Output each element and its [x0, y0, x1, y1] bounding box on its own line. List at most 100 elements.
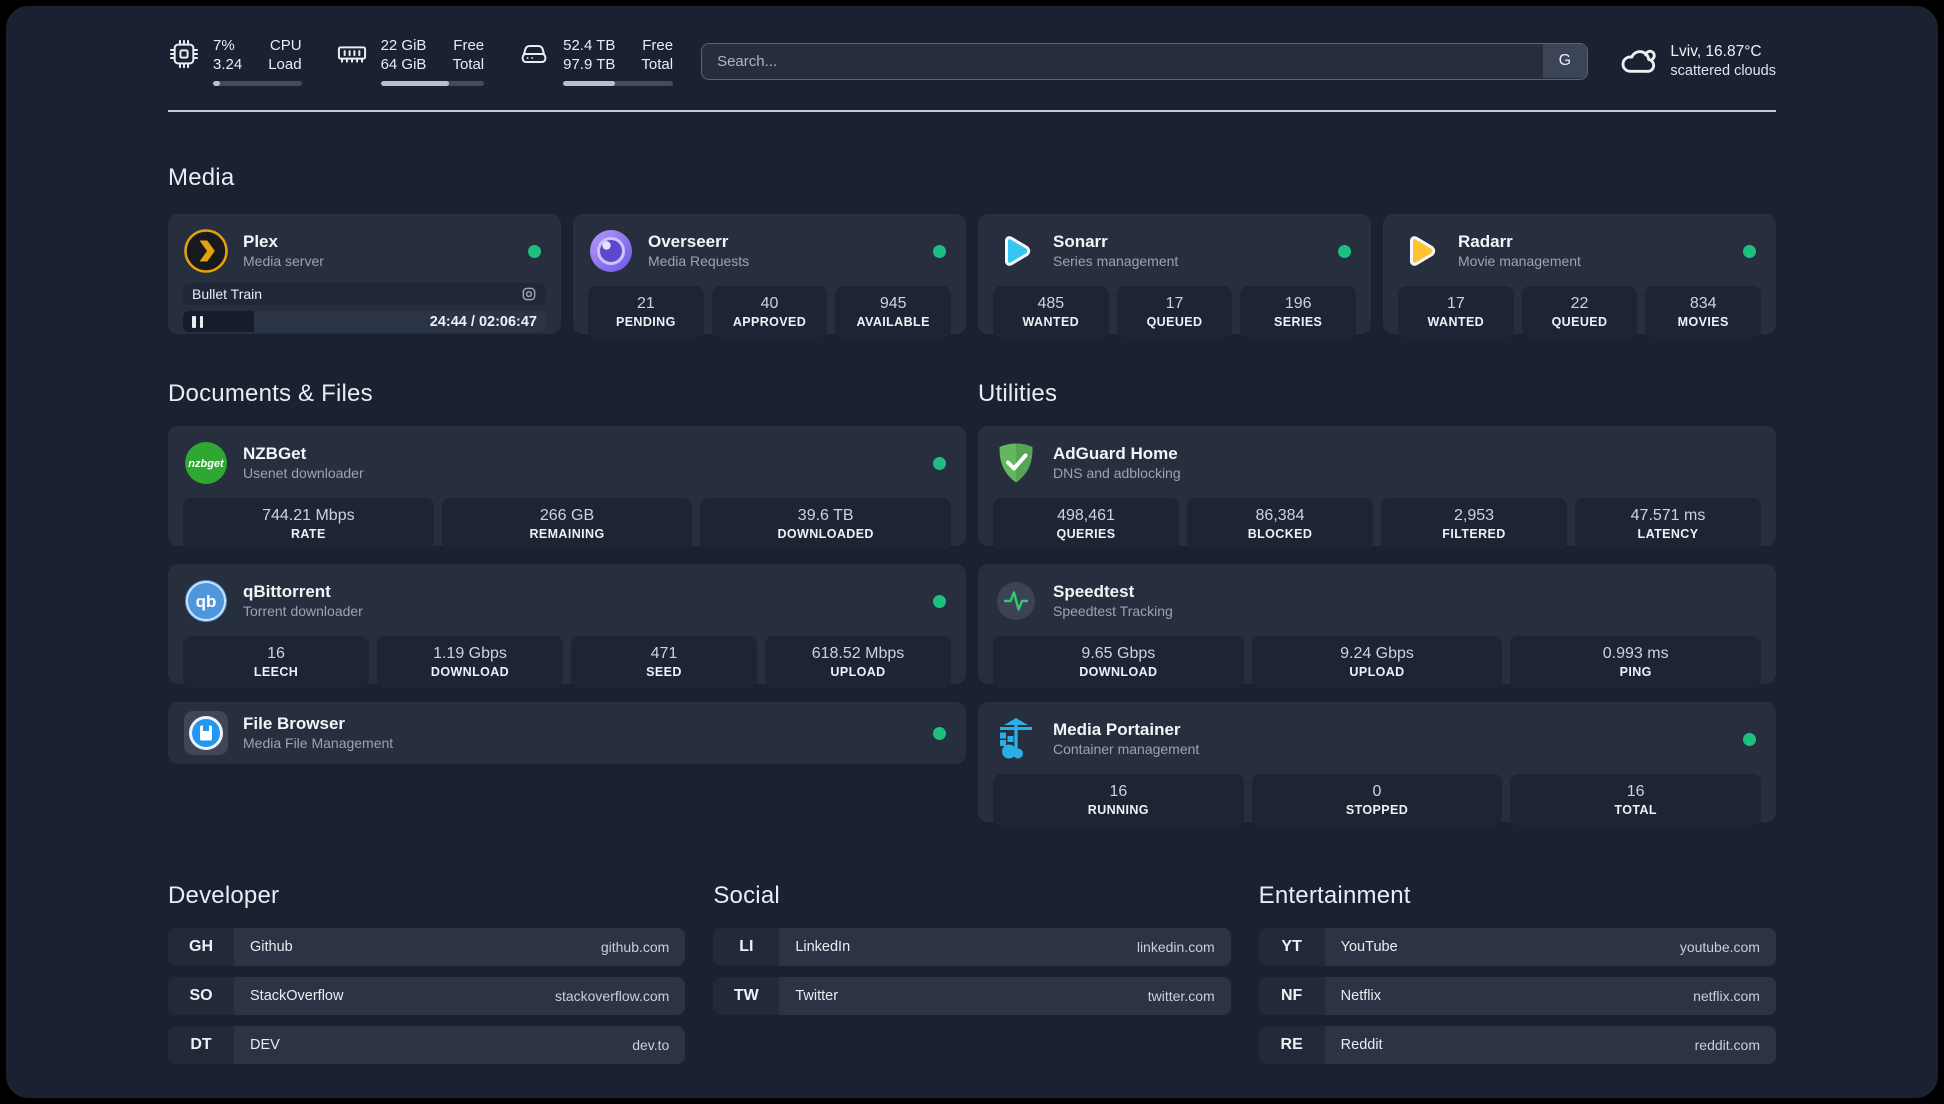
bookmark-dev[interactable]: DT DEV dev.to	[168, 1026, 686, 1064]
app-card-filebrowser[interactable]: File Browser Media File Management	[168, 702, 966, 764]
stat-ping: 0.993 ms PING	[1510, 636, 1762, 688]
app-card-qbittorrent[interactable]: qb qBittorrent Torrent downloader 16 LEEC…	[168, 564, 966, 688]
system-stats: 7% 3.24 CPU Load	[168, 36, 674, 86]
cpu-load-label: Load	[268, 56, 302, 73]
stat-download: 1.19 Gbps DOWNLOAD	[377, 636, 563, 688]
bookmarks-social: Social LI LinkedIn linkedin.com TW Twitt…	[713, 882, 1231, 1075]
bookmark-abbr: RE	[1258, 1026, 1325, 1064]
status-dot-online	[933, 244, 946, 258]
stat-wanted: 17 WANTED	[1398, 286, 1514, 338]
app-card-sonarr[interactable]: Sonarr Series management 485 WANTED 17 QUE…	[978, 214, 1371, 338]
memory-progress-bar	[380, 81, 485, 86]
bookmark-netflix[interactable]: NF Netflix netflix.com	[1258, 977, 1776, 1015]
app-name: qBittorrent	[243, 582, 331, 601]
app-name: Sonarr	[1053, 232, 1108, 251]
weather-condition: scattered clouds	[1670, 62, 1776, 79]
bookmark-stackoverflow[interactable]: SO StackOverflow stackoverflow.com	[168, 977, 686, 1015]
sonarr-icon	[993, 228, 1039, 274]
speedtest-icon	[993, 578, 1039, 624]
bookmark-abbr: GH	[168, 928, 234, 966]
bookmark-abbr: TW	[713, 977, 780, 1015]
stat-latency: 47.571 ms LATENCY	[1575, 498, 1761, 550]
memory-free-label: Free	[453, 37, 485, 54]
bookmark-url: youtube.com	[1679, 939, 1760, 955]
now-playing-title: Bullet Train	[192, 286, 263, 302]
cpu-usage-value: 7%	[213, 37, 235, 54]
search-input[interactable]	[701, 42, 1589, 80]
app-card-speedtest[interactable]: Speedtest Speedtest Tracking 9.65 Gbps DO…	[978, 564, 1776, 688]
svg-text:nzbget: nzbget	[188, 458, 225, 470]
app-card-plex[interactable]: Plex Media server Bullet Train	[168, 214, 561, 334]
memory-free-value: 22 GiB	[380, 37, 427, 54]
bookmark-youtube[interactable]: YT YouTube youtube.com	[1258, 928, 1776, 966]
stat-wanted: 485 WANTED	[993, 286, 1109, 338]
search-engine-button[interactable]: G	[1542, 44, 1587, 78]
app-subtitle: Series management	[1053, 253, 1179, 269]
bookmark-name: Reddit	[1340, 1037, 1383, 1053]
bookmark-linkedin[interactable]: LI LinkedIn linkedin.com	[713, 928, 1231, 966]
app-name: AdGuard Home	[1053, 444, 1178, 463]
stat-pending: 21 PENDING	[588, 286, 704, 338]
app-card-radarr[interactable]: Radarr Movie management 17 WANTED 22 QUEUE…	[1383, 214, 1776, 338]
cpu-load-value: 3.24	[213, 56, 243, 73]
stat-stopped: 0 STOPPED	[1251, 774, 1503, 826]
stat-queued: 17 QUEUED	[1116, 286, 1233, 338]
stat-approved: 40 APPROVED	[711, 286, 828, 338]
cloud-icon	[1618, 41, 1658, 81]
stat-available: 945 AVAILABLE	[835, 286, 952, 338]
disk-icon	[518, 38, 550, 70]
app-name: Overseerr	[648, 232, 729, 251]
app-name: NZBGet	[243, 444, 307, 463]
app-card-nzbget[interactable]: nzbget NZBGet Usenet downloader 744.21 M…	[168, 426, 966, 550]
search-bar: G	[701, 42, 1589, 80]
bookmark-name: StackOverflow	[250, 988, 344, 1004]
bookmark-reddit[interactable]: RE Reddit reddit.com	[1258, 1026, 1776, 1064]
stat-queued: 22 QUEUED	[1521, 286, 1638, 338]
app-subtitle: Speedtest Tracking	[1053, 603, 1173, 619]
stat-movies: 834 MOVIES	[1645, 286, 1762, 338]
app-subtitle: Torrent downloader	[243, 603, 363, 619]
cpu-usage-label: CPU	[269, 37, 302, 54]
disk-free-label: Free	[642, 37, 674, 54]
app-card-overseerr[interactable]: Overseerr Media Requests 21 PENDING 40 APP…	[573, 214, 966, 338]
app-card-adguard[interactable]: AdGuard Home DNS and adblocking 498,461 Q…	[978, 426, 1776, 550]
stat-total: 16 TOTAL	[1510, 774, 1762, 826]
disk-progress-bar	[563, 81, 674, 86]
overseerr-icon	[588, 228, 634, 274]
weather-widget: Lviv, 16.87°C scattered clouds	[1618, 41, 1776, 81]
stat-series: 196 SERIES	[1240, 286, 1357, 338]
bookmark-twitter[interactable]: TW Twitter twitter.com	[713, 977, 1231, 1015]
section-title-media: Media	[168, 164, 235, 191]
stat-filtered: 2,953 FILTERED	[1381, 498, 1567, 550]
stat-download: 9.65 Gbps DOWNLOAD	[993, 636, 1244, 688]
bookmark-url: github.com	[600, 939, 670, 955]
app-name: Radarr	[1458, 232, 1513, 251]
stat-running: 16 RUNNING	[993, 774, 1244, 826]
svg-text:qb: qb	[196, 592, 217, 611]
app-subtitle: Usenet downloader	[243, 465, 364, 481]
bookmark-name: YouTube	[1340, 939, 1398, 955]
app-name: Speedtest	[1053, 582, 1135, 601]
bookmark-url: stackoverflow.com	[554, 988, 670, 1004]
session-disc-icon[interactable]	[521, 286, 537, 302]
disk-total-value: 97.9 TB	[563, 56, 616, 73]
status-dot-online	[933, 456, 946, 470]
bookmark-url: linkedin.com	[1136, 939, 1215, 955]
app-card-portainer[interactable]: Media Portainer Container management 16 R…	[978, 702, 1776, 826]
status-dot-online	[1743, 244, 1756, 258]
header-divider	[168, 110, 1776, 112]
bookmark-github[interactable]: GH Github github.com	[168, 928, 686, 966]
nzbget-icon: nzbget	[183, 440, 229, 486]
stat-seed: 471 SEED	[571, 636, 757, 688]
disk-stat: 52.4 TB 97.9 TB Free Total	[518, 36, 674, 86]
dashboard-page: 7% 3.24 CPU Load	[6, 6, 1938, 1098]
adguard-icon	[993, 440, 1039, 486]
app-subtitle: Media server	[243, 253, 324, 269]
radarr-icon	[1398, 228, 1444, 274]
pause-icon	[192, 315, 196, 328]
now-playing-row[interactable]: Bullet Train	[183, 283, 546, 305]
stat-blocked: 86,384 BLOCKED	[1187, 498, 1373, 550]
now-playing-progress[interactable]: 24:44 / 02:06:47	[183, 311, 546, 332]
app-subtitle: DNS and adblocking	[1053, 465, 1181, 481]
section-title-documents: Documents & Files	[168, 380, 373, 407]
